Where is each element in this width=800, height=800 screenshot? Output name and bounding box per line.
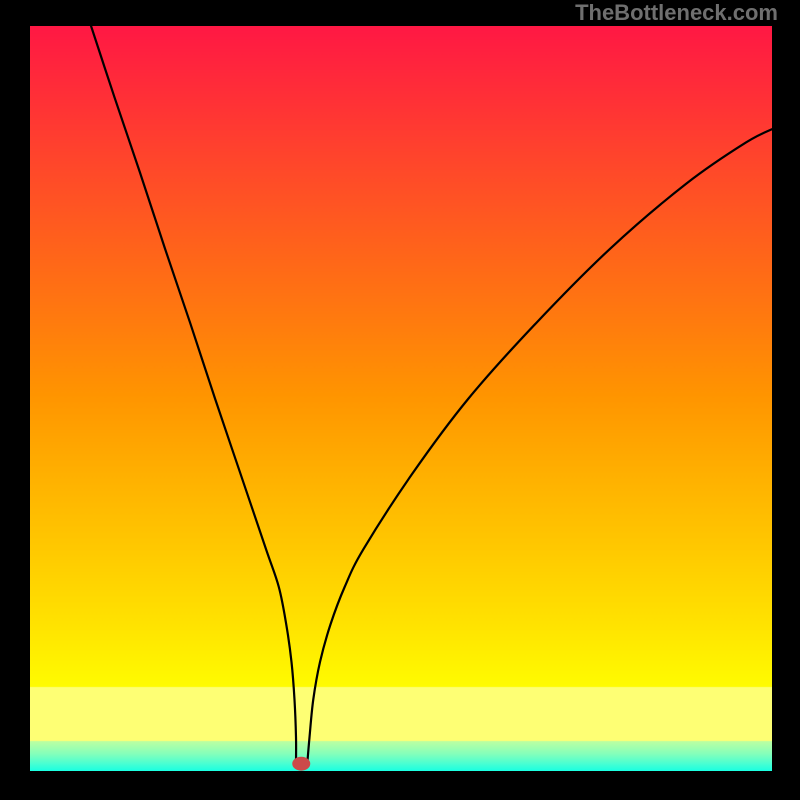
chart-frame: TheBottleneck.com <box>0 0 800 800</box>
watermark-label: TheBottleneck.com <box>575 0 778 26</box>
plot-area <box>26 22 776 775</box>
gradient-background <box>26 22 776 775</box>
